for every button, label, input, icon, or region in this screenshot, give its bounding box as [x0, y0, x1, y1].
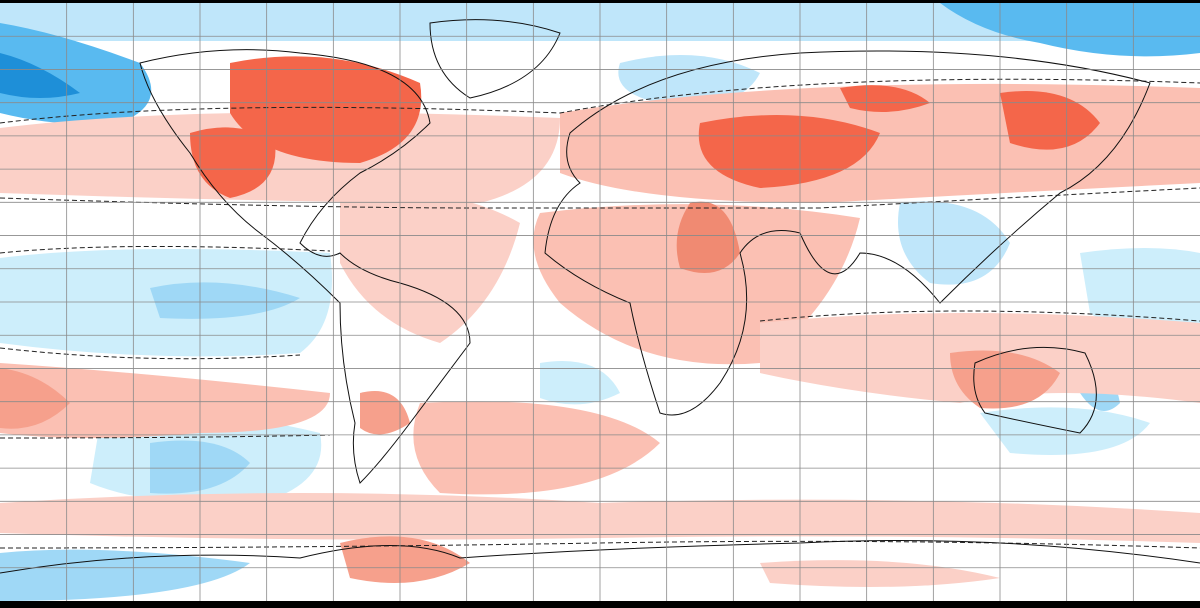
antarctica [0, 540, 1200, 574]
map-area [0, 3, 1200, 601]
coastlines [0, 19, 1200, 574]
cold-area [940, 3, 1200, 57]
contour-line [0, 78, 1200, 124]
hot-area [840, 85, 930, 112]
warm-area [340, 536, 470, 583]
warm-area [950, 350, 1060, 409]
afro-eurasia [544, 50, 1151, 416]
hot-area [1000, 91, 1100, 150]
warm-area [0, 363, 330, 438]
contour-line [0, 187, 1200, 209]
warm-area [760, 560, 1000, 587]
cool-area [0, 549, 250, 601]
cool-area [898, 201, 1010, 285]
australia [973, 346, 1097, 434]
cool-area [1080, 248, 1200, 336]
cold-area [0, 53, 80, 98]
cool-area [980, 407, 1150, 455]
hot-area [190, 127, 276, 198]
warm-area [676, 201, 740, 273]
cool-area [150, 282, 300, 319]
warm-area [0, 112, 560, 203]
greenland [429, 19, 561, 99]
hot-area [698, 115, 880, 188]
contour-line [0, 434, 331, 439]
warm-area [413, 401, 660, 495]
graticule [0, 3, 1200, 601]
warm-area [0, 368, 70, 429]
americas [139, 49, 471, 484]
cool-area [618, 55, 760, 105]
hot-area [230, 56, 422, 164]
warm-anomalies [0, 56, 1200, 587]
cold-anomalies [0, 3, 1200, 601]
cold-area [0, 23, 152, 125]
warm-area [340, 191, 520, 343]
contour-line [0, 245, 331, 254]
